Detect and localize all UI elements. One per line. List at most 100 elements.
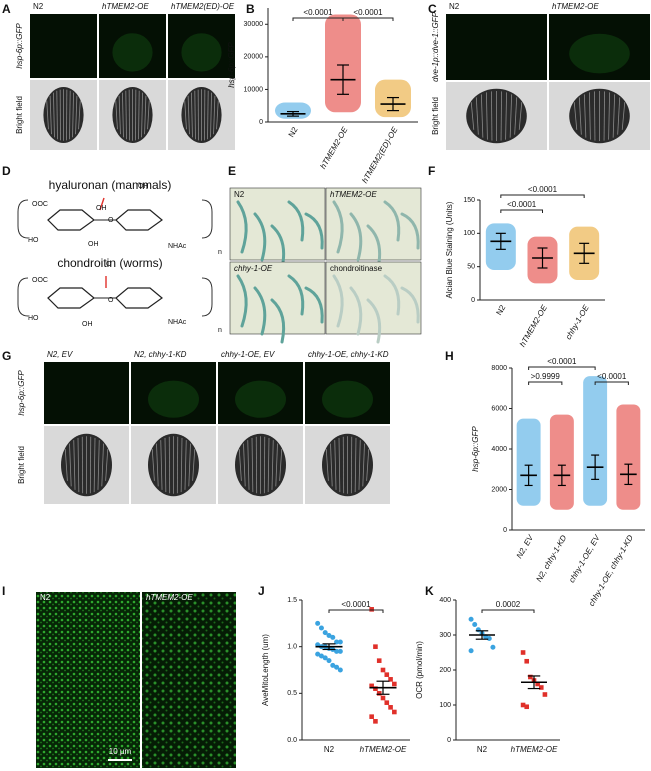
worm xyxy=(287,200,305,242)
p-value: <0.0001 xyxy=(353,8,383,17)
quadrant-label: chhy-1-OE xyxy=(234,264,273,273)
atom-label: HO xyxy=(28,315,39,322)
panel-label: J xyxy=(258,584,265,598)
y-axis-label: OCR (pmol/min) xyxy=(415,641,424,699)
significance-bracket xyxy=(342,17,394,21)
data-point xyxy=(380,695,386,701)
data-point xyxy=(330,662,336,668)
atom-label: NHAc xyxy=(168,243,187,250)
stained-image xyxy=(229,261,326,335)
gfp-image xyxy=(446,14,547,80)
dot-cloud xyxy=(549,414,574,510)
y-axis-label: hsp-6p::GFP xyxy=(227,42,236,88)
p-value: <0.0001 xyxy=(547,357,577,366)
worm xyxy=(236,274,248,328)
x-tick-label: N2 xyxy=(324,745,335,754)
gfp-image xyxy=(44,362,129,424)
y-tick-label: 0 xyxy=(259,119,263,126)
x-tick-label: hTMEM2-OE xyxy=(318,125,349,170)
y-tick-label: 10000 xyxy=(244,86,264,93)
x-tick-label: N2 xyxy=(477,745,488,754)
atom-label: OH xyxy=(88,241,99,248)
worm xyxy=(330,443,333,487)
x-tick-label: N2 xyxy=(287,125,300,139)
data-point xyxy=(369,683,374,689)
row-label: Bright field xyxy=(17,446,26,484)
y-tick-label: 0 xyxy=(447,737,451,744)
worm xyxy=(475,97,479,135)
worm xyxy=(97,440,100,490)
worm xyxy=(354,437,357,493)
gfp-signal xyxy=(181,33,222,72)
worm xyxy=(470,102,475,130)
worm xyxy=(64,449,68,481)
worm xyxy=(509,94,513,138)
gfp-signal xyxy=(322,380,373,418)
worm xyxy=(147,100,150,130)
atom-label: OOC xyxy=(32,201,48,208)
row-label: dve-1p::dve-1::GFP xyxy=(431,11,440,81)
gfp-signal xyxy=(569,33,630,74)
gfp-signal xyxy=(148,380,199,418)
worm xyxy=(518,102,523,130)
worm xyxy=(325,449,329,481)
bond-highlight xyxy=(99,197,105,211)
worm xyxy=(105,449,109,481)
worm xyxy=(160,440,163,490)
data-point xyxy=(490,644,496,650)
data-point xyxy=(326,632,332,638)
scale-bar-label: 10 µm xyxy=(109,747,132,756)
worm xyxy=(514,97,518,135)
panel-label: A xyxy=(2,2,11,16)
worm xyxy=(77,437,80,493)
worm xyxy=(187,95,190,135)
p-value: <0.0001 xyxy=(507,200,537,209)
worm xyxy=(141,92,143,138)
y-tick-label: 200 xyxy=(439,667,451,674)
worm xyxy=(56,90,58,140)
worm xyxy=(366,449,370,481)
worm xyxy=(338,437,341,493)
worm xyxy=(118,95,121,135)
atom-label: O xyxy=(108,217,114,224)
data-point xyxy=(388,677,393,682)
column-label: N2, chhy-1-KD xyxy=(134,350,187,359)
data-point xyxy=(376,658,382,663)
worm xyxy=(213,95,216,135)
worm xyxy=(216,100,219,130)
column-label: N2 xyxy=(33,2,44,11)
data-point xyxy=(337,639,343,645)
panel-label: K xyxy=(425,584,434,598)
quadrant-label: hTMEM2-OE xyxy=(330,190,377,199)
worm xyxy=(156,443,159,487)
column-label: N2 xyxy=(449,2,460,11)
row-label: Bright field xyxy=(431,97,440,135)
worm xyxy=(267,437,270,493)
data-point xyxy=(520,702,526,708)
data-point xyxy=(334,664,340,670)
y-tick-label: 0 xyxy=(471,297,475,304)
y-tick-label: 2000 xyxy=(491,486,507,493)
worm xyxy=(279,449,283,481)
y-tick-label: 20000 xyxy=(244,54,264,61)
worm xyxy=(578,97,582,135)
worm xyxy=(304,212,324,250)
data-point xyxy=(528,674,533,680)
y-axis-label: AveMitoLength (um) xyxy=(261,634,270,706)
worm xyxy=(621,102,626,130)
worm xyxy=(101,443,104,487)
worm xyxy=(358,440,361,490)
data-point xyxy=(315,651,321,657)
y-tick-label: 50 xyxy=(467,264,475,271)
data-point xyxy=(388,705,393,710)
y-axis-label: Alcian Blue Staining (Units) xyxy=(445,201,454,298)
gfp-signal xyxy=(235,380,286,418)
column-label: N2, EV xyxy=(47,350,73,359)
column-label: chhy-1-OE, EV xyxy=(221,350,275,359)
y-tick-label: 150 xyxy=(463,197,475,204)
worm xyxy=(251,437,254,493)
data-point xyxy=(330,634,336,640)
data-point xyxy=(380,667,386,673)
worm xyxy=(73,440,76,490)
